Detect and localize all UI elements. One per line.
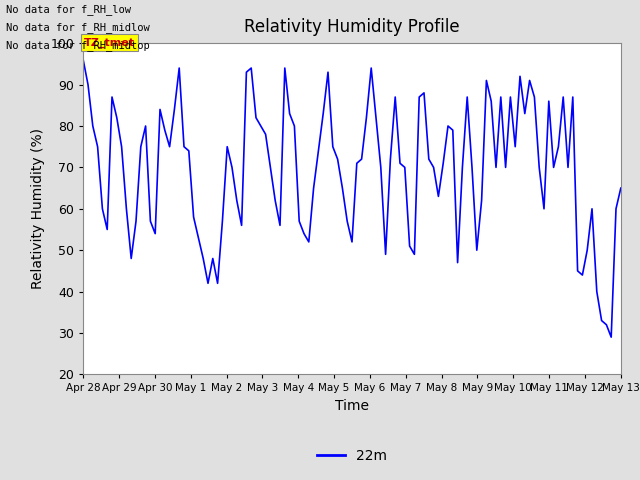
Legend: 22m: 22m [312,443,392,468]
Text: TZ_tmet: TZ_tmet [84,37,135,48]
Text: No data for f_RH_midtop: No data for f_RH_midtop [6,40,150,51]
Text: No data for f_RH_low: No data for f_RH_low [6,4,131,15]
Text: No data for f_RH_midlow: No data for f_RH_midlow [6,22,150,33]
Title: Relativity Humidity Profile: Relativity Humidity Profile [244,18,460,36]
Y-axis label: Relativity Humidity (%): Relativity Humidity (%) [31,128,45,289]
X-axis label: Time: Time [335,399,369,413]
